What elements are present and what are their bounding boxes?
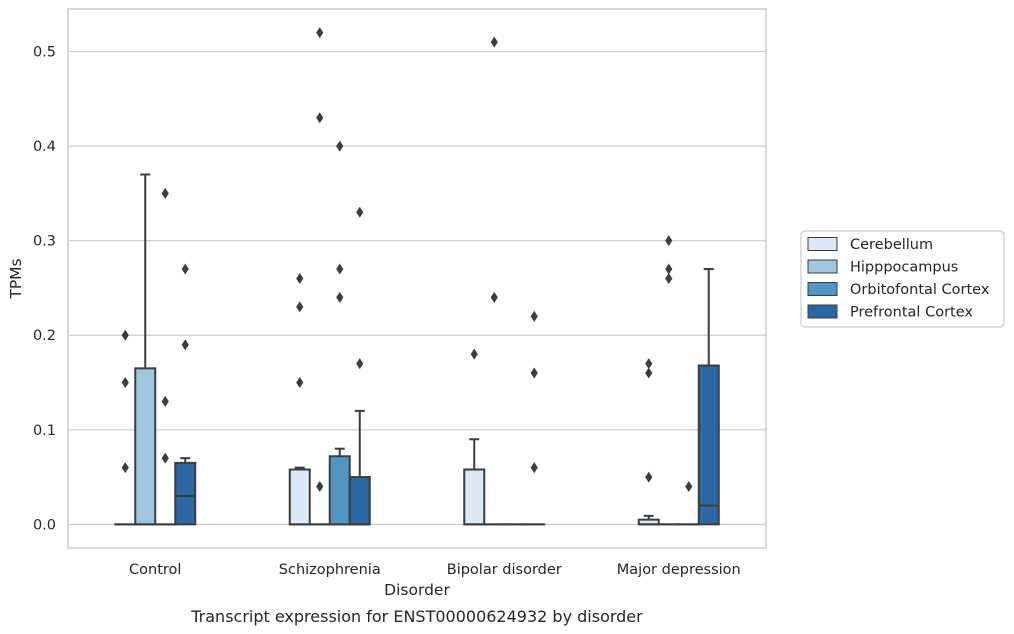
outlier-point — [336, 140, 344, 152]
legend-label: Cerebellum — [850, 237, 933, 253]
series-orbitofontal-cortex — [154, 140, 700, 526]
outlier-point — [685, 481, 693, 493]
box — [697, 364, 720, 526]
outlier-point — [356, 206, 364, 218]
outlier-point — [296, 377, 304, 389]
y-tick-label: 0.2 — [33, 328, 56, 344]
outlier-point — [316, 27, 324, 39]
outlier-point — [665, 235, 673, 247]
x-tick-label: Bipolar disorder — [447, 562, 562, 578]
y-tick-label: 0.1 — [33, 423, 56, 439]
legend-label: Hipppocampus — [850, 260, 958, 276]
outlier-point — [645, 358, 653, 370]
box — [463, 468, 486, 526]
x-axis-label: Disorder — [384, 581, 450, 599]
outlier-point — [121, 377, 129, 389]
grid-lines — [68, 50, 766, 525]
outlier-point — [665, 263, 673, 275]
outlier-point — [356, 358, 364, 370]
outlier-point — [645, 471, 653, 483]
y-tick-label: 0.4 — [33, 139, 56, 155]
legend-frame — [800, 230, 1005, 328]
outlier-point — [161, 452, 169, 464]
box — [174, 461, 197, 526]
outlier-point — [336, 263, 344, 275]
outlier-point — [316, 112, 324, 124]
outlier-point — [121, 462, 129, 474]
outlier-point — [296, 301, 304, 313]
outlier-point — [665, 273, 673, 284]
y-axis-label: TPMs — [7, 258, 25, 299]
outlier-point — [316, 481, 324, 493]
outlier-point — [121, 329, 129, 341]
series-hipppocampus — [134, 27, 680, 526]
outlier-point — [161, 187, 169, 199]
outlier-point — [645, 367, 653, 379]
box — [328, 455, 351, 526]
outlier-point — [336, 291, 344, 303]
outlier-point — [296, 273, 304, 284]
outlier-point — [181, 263, 189, 275]
legend-swatch — [807, 282, 838, 296]
outlier-point — [161, 395, 169, 407]
x-tick-label: Major depression — [617, 562, 741, 578]
series-cerebellum — [114, 273, 660, 526]
plot-area-frame — [67, 8, 767, 549]
box — [348, 476, 371, 526]
outlier-point — [530, 367, 538, 379]
outlier-point — [530, 462, 538, 474]
box — [288, 468, 311, 526]
figure-caption: Transcript expression for ENST0000062493… — [190, 607, 643, 626]
outlier-point — [470, 348, 478, 360]
box-series-layer — [114, 27, 720, 526]
legend-swatch — [807, 237, 838, 251]
box — [134, 367, 157, 526]
outlier-point — [490, 36, 498, 48]
y-tick-label: 0.5 — [33, 45, 56, 61]
x-tick-label: Control — [129, 562, 181, 578]
legend-swatch — [807, 259, 838, 274]
legend: Cerebellum Hipppocampus Orbitofontal Corte… — [800, 230, 1005, 328]
outlier-point — [490, 291, 498, 303]
legend-label: Orbitofontal Cortex — [850, 282, 990, 298]
legend-swatch — [807, 304, 838, 319]
y-tick-label: 0.3 — [33, 234, 56, 250]
x-axis-ticks: Control Schizophrenia Bipolar disorder Majo… — [129, 562, 741, 578]
outlier-point — [181, 339, 189, 351]
y-axis-ticks: 0.0 0.1 0.2 0.3 0.4 0.5 — [33, 45, 56, 534]
y-tick-label: 0.0 — [33, 517, 56, 533]
legend-label: Prefrontal Cortex — [850, 305, 973, 321]
outlier-point — [530, 310, 538, 322]
series-prefrontal-cortex — [174, 206, 720, 526]
x-tick-label: Schizophrenia — [279, 562, 381, 578]
